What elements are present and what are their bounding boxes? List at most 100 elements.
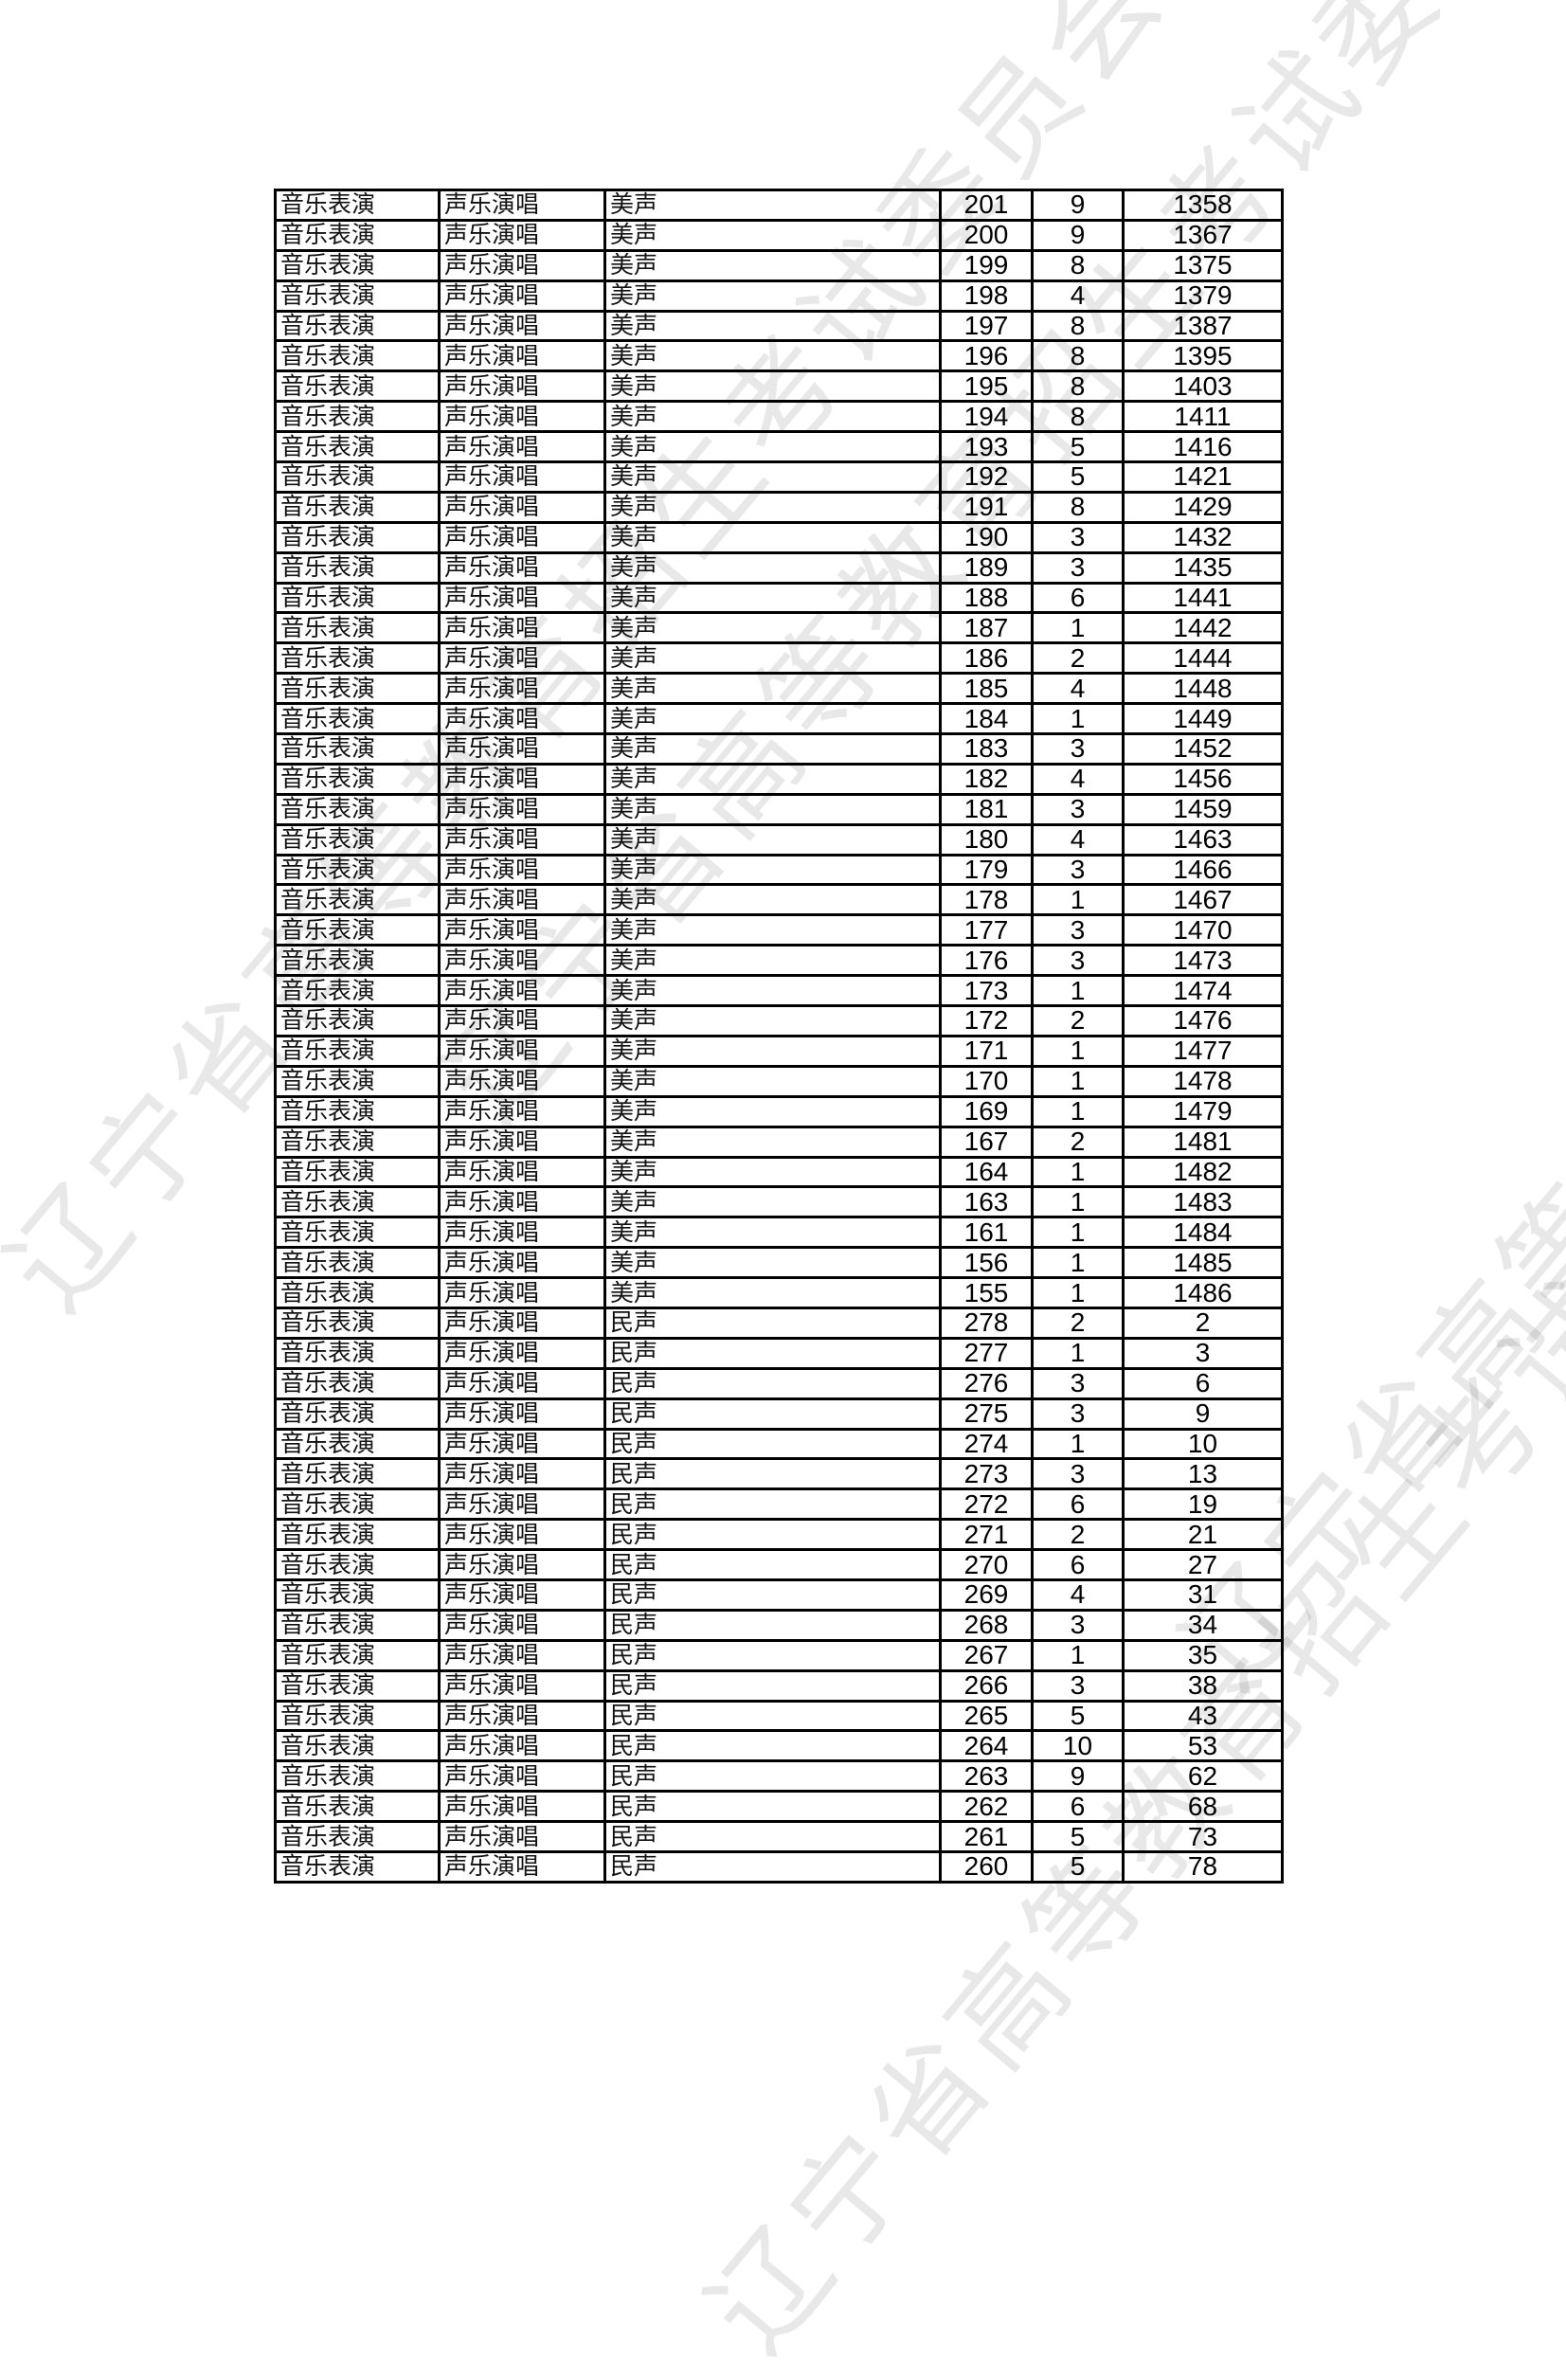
- table-row: 音乐表演 声乐演唱 美声 198 4 1379: [274, 279, 1284, 313]
- cell-subcategory: 民声: [603, 1457, 942, 1491]
- cell-score: 177: [939, 913, 1034, 947]
- cell-subcategory: 美声: [603, 550, 942, 585]
- cell-major: 音乐表演: [274, 1488, 441, 1522]
- cell-count: 1: [1031, 1094, 1125, 1128]
- table-row: 音乐表演 声乐演唱 美声 169 1 1479: [274, 1094, 1284, 1128]
- cell-count: 4: [1031, 672, 1125, 706]
- cell-subcategory: 美声: [603, 822, 942, 856]
- cell-cumulative-rank: 78: [1122, 1849, 1284, 1884]
- cell-cumulative-rank: 10: [1122, 1427, 1284, 1461]
- cell-major: 音乐表演: [274, 913, 441, 947]
- cell-major: 音乐表演: [274, 641, 441, 676]
- cell-count: 3: [1031, 732, 1125, 766]
- cell-cumulative-rank: 1456: [1122, 762, 1284, 796]
- table-row: 音乐表演 声乐演唱 美声 172 2 1476: [274, 1004, 1284, 1037]
- table-row: 音乐表演 声乐演唱 美声 173 1 1474: [274, 974, 1284, 1008]
- cell-cumulative-rank: 73: [1122, 1820, 1284, 1853]
- cell-category: 声乐演唱: [438, 1336, 606, 1370]
- cell-subcategory: 美声: [603, 370, 942, 404]
- cell-subcategory: 美声: [603, 189, 942, 222]
- cell-category: 声乐演唱: [438, 1729, 606, 1763]
- cell-category: 声乐演唱: [438, 1457, 606, 1491]
- cell-score: 178: [939, 883, 1034, 917]
- cell-count: 1: [1031, 1427, 1125, 1461]
- table-row: 音乐表演 声乐演唱 美声 186 2 1444: [274, 641, 1284, 676]
- cell-category: 声乐演唱: [438, 1548, 606, 1581]
- cell-subcategory: 民声: [603, 1306, 942, 1340]
- cell-count: 1: [1031, 1216, 1125, 1250]
- cell-category: 声乐演唱: [438, 1518, 606, 1552]
- table-row: 音乐表演 声乐演唱 美声 156 1 1485: [274, 1246, 1284, 1280]
- cell-category: 声乐演唱: [438, 309, 606, 343]
- cell-subcategory: 美声: [603, 611, 942, 645]
- cell-major: 音乐表演: [274, 189, 441, 222]
- cell-score: 190: [939, 520, 1034, 554]
- cell-score: 184: [939, 702, 1034, 736]
- cell-count: 8: [1031, 339, 1125, 373]
- cell-subcategory: 民声: [603, 1759, 942, 1794]
- cell-score: 179: [939, 853, 1034, 887]
- cell-subcategory: 民声: [603, 1397, 942, 1431]
- cell-cumulative-rank: 1441: [1122, 581, 1284, 615]
- table-row: 音乐表演 声乐演唱 民声 260 5 78: [274, 1849, 1284, 1884]
- table-row: 音乐表演 声乐演唱 美声 196 8 1395: [274, 339, 1284, 373]
- cell-category: 声乐演唱: [438, 1608, 606, 1642]
- cell-count: 8: [1031, 309, 1125, 343]
- cell-major: 音乐表演: [274, 1608, 441, 1642]
- cell-subcategory: 民声: [603, 1608, 942, 1642]
- cell-score: 278: [939, 1306, 1034, 1340]
- cell-score: 188: [939, 581, 1034, 615]
- cell-category: 声乐演唱: [438, 1790, 606, 1824]
- cell-count: 2: [1031, 1518, 1125, 1552]
- cell-cumulative-rank: 1449: [1122, 702, 1284, 736]
- cell-category: 声乐演唱: [438, 400, 606, 434]
- cell-score: 163: [939, 1185, 1034, 1219]
- cell-count: 9: [1031, 218, 1125, 252]
- cell-count: 9: [1031, 1759, 1125, 1794]
- cell-cumulative-rank: 1459: [1122, 792, 1284, 826]
- cell-score: 156: [939, 1246, 1034, 1280]
- cell-score: 200: [939, 218, 1034, 252]
- cell-count: 2: [1031, 641, 1125, 676]
- cell-score: 187: [939, 611, 1034, 645]
- cell-category: 声乐演唱: [438, 822, 606, 856]
- cell-count: 6: [1031, 1548, 1125, 1581]
- cell-subcategory: 美声: [603, 853, 942, 887]
- cell-category: 声乐演唱: [438, 853, 606, 887]
- cell-count: 5: [1031, 1699, 1125, 1733]
- cell-score: 269: [939, 1578, 1034, 1612]
- cell-score: 164: [939, 1155, 1034, 1189]
- cell-category: 声乐演唱: [438, 611, 606, 645]
- cell-cumulative-rank: 1476: [1122, 1004, 1284, 1037]
- table-row: 音乐表演 声乐演唱 民声 276 3 6: [274, 1366, 1284, 1400]
- cell-major: 音乐表演: [274, 1276, 441, 1309]
- table-row: 音乐表演 声乐演唱 民声 270 6 27: [274, 1548, 1284, 1581]
- cell-score: 185: [939, 672, 1034, 706]
- cell-score: 186: [939, 641, 1034, 676]
- cell-count: 3: [1031, 520, 1125, 554]
- cell-cumulative-rank: 34: [1122, 1608, 1284, 1642]
- cell-subcategory: 美声: [603, 1155, 942, 1189]
- cell-count: 8: [1031, 490, 1125, 524]
- cell-major: 音乐表演: [274, 974, 441, 1008]
- cell-cumulative-rank: 1395: [1122, 339, 1284, 373]
- cell-subcategory: 美声: [603, 702, 942, 736]
- table-row: 音乐表演 声乐演唱 美声 191 8 1429: [274, 490, 1284, 524]
- cell-subcategory: 民声: [603, 1849, 942, 1884]
- cell-major: 音乐表演: [274, 279, 441, 313]
- cell-count: 8: [1031, 248, 1125, 282]
- cell-score: 263: [939, 1759, 1034, 1794]
- table-row: 音乐表演 声乐演唱 美声 178 1 1467: [274, 883, 1284, 917]
- cell-count: 3: [1031, 1457, 1125, 1491]
- cell-count: 6: [1031, 1488, 1125, 1522]
- cell-subcategory: 美声: [603, 218, 942, 252]
- cell-category: 声乐演唱: [438, 1246, 606, 1280]
- cell-score: 195: [939, 370, 1034, 404]
- cell-cumulative-rank: 1444: [1122, 641, 1284, 676]
- table-row: 音乐表演 声乐演唱 美声 183 3 1452: [274, 732, 1284, 766]
- cell-score: 196: [939, 339, 1034, 373]
- cell-cumulative-rank: 1411: [1122, 400, 1284, 434]
- table-row: 音乐表演 声乐演唱 美声 185 4 1448: [274, 672, 1284, 706]
- cell-major: 音乐表演: [274, 1034, 441, 1068]
- cell-count: 5: [1031, 1849, 1125, 1884]
